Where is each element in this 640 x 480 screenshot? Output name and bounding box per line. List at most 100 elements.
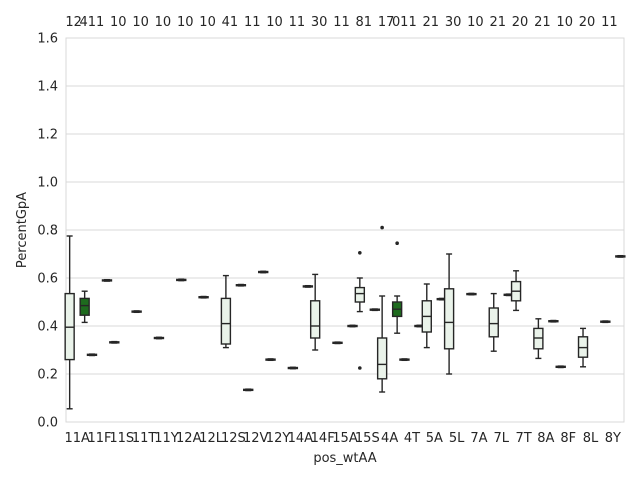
- count-label: 10: [132, 15, 149, 30]
- y-axis-title: PercentGpA: [15, 192, 30, 268]
- count-label: 10: [199, 15, 216, 30]
- box: [220, 297, 232, 345]
- x-tick-label: 8F: [560, 431, 576, 446]
- box-group: [555, 365, 566, 369]
- count-label: 17: [378, 15, 395, 30]
- box-group: [354, 251, 366, 370]
- count-labels: 124 11 10 10 10 10 10 41 11 10 11 30 11 81 170 11 21 30 10…: [65, 15, 617, 30]
- x-tick-label: 12V: [243, 431, 269, 446]
- box: [309, 300, 321, 339]
- box-group: [79, 290, 90, 324]
- box: [79, 297, 90, 316]
- box: [443, 288, 455, 350]
- count-label: 11: [601, 15, 618, 30]
- y-tick-label: 1.0: [37, 176, 58, 191]
- y-tick-label: 0.2: [37, 368, 58, 383]
- box-group: [131, 310, 142, 314]
- box-group: [466, 292, 477, 296]
- x-tick-label: 15S: [355, 431, 380, 446]
- box-group: [533, 318, 544, 360]
- y-tick-label: 0.4: [37, 320, 58, 335]
- box-group: [376, 225, 388, 393]
- box-group: [109, 340, 120, 344]
- box-group: [243, 388, 254, 392]
- outlier-point: [380, 225, 384, 230]
- x-tick-label: 4A: [381, 431, 398, 446]
- box-group: [153, 336, 165, 340]
- y-tick-label: 1.2: [37, 128, 58, 143]
- box-group: [600, 320, 611, 324]
- box-series: [64, 225, 626, 410]
- box-group: [86, 353, 98, 357]
- x-tick-label: 12Y: [266, 431, 291, 446]
- box-group: [101, 278, 113, 282]
- box-group: [309, 273, 321, 351]
- x-tick-label: 12A: [176, 431, 202, 446]
- count-label: 30: [311, 15, 328, 30]
- x-tick-label: 11F: [87, 431, 111, 446]
- box-group: [577, 327, 589, 368]
- count-label: 41: [222, 15, 239, 30]
- count-label: 11: [400, 15, 417, 30]
- outlier-point: [358, 251, 362, 255]
- box-group: [176, 278, 187, 282]
- x-tick-label: 8L: [583, 431, 599, 446]
- count-label: 21: [423, 15, 440, 30]
- box-group: [302, 284, 314, 288]
- x-tick-label: 8Y: [605, 431, 621, 446]
- x-tick-label: 12S: [221, 431, 246, 446]
- count-label: 11: [244, 15, 261, 30]
- box: [354, 286, 366, 303]
- box: [488, 307, 499, 338]
- x-tick-label: 14F: [311, 431, 335, 446]
- plot-area: [65, 37, 625, 423]
- box-group: [235, 283, 247, 287]
- x-tick-label: 11S: [109, 431, 134, 446]
- count-label: 20: [579, 15, 596, 30]
- box-group: [64, 235, 75, 410]
- x-axis-title: pos_wtAA: [313, 451, 376, 466]
- box-group: [391, 241, 403, 334]
- count-label: 10: [266, 15, 283, 30]
- outlier-point: [395, 241, 399, 245]
- count-label: 11: [333, 15, 350, 30]
- count-label: 12: [65, 15, 82, 30]
- x-tick-label: 11A: [64, 431, 90, 446]
- y-tick-label: 1.6: [37, 32, 58, 47]
- grid-lines: [66, 37, 624, 423]
- box-group: [421, 283, 432, 349]
- x-tick-label: 15A: [332, 431, 358, 446]
- box-group: [369, 308, 381, 312]
- count-label: 10: [155, 15, 172, 30]
- count-label: 20: [512, 15, 529, 30]
- count-label: 11: [289, 15, 306, 30]
- x-tick-label: 5A: [426, 431, 443, 446]
- x-tick-label: 5L: [449, 431, 465, 446]
- x-tick-label: 11Y: [154, 431, 179, 446]
- y-tick-label: 1.4: [37, 80, 58, 95]
- y-tick-label: 0.8: [37, 224, 58, 239]
- count-label: 30: [445, 15, 462, 30]
- count-label: 81: [356, 15, 373, 30]
- count-label: 21: [534, 15, 551, 30]
- outlier-point: [358, 366, 362, 370]
- box-group: [548, 319, 559, 323]
- x-tick-label: 4T: [404, 431, 420, 446]
- count-label: 11: [88, 15, 105, 30]
- box: [376, 337, 388, 380]
- y-tick-label: 0.6: [37, 272, 58, 287]
- x-tick-label: 7L: [493, 431, 509, 446]
- box-group: [399, 358, 410, 362]
- count-label: 0: [392, 15, 400, 30]
- x-tick-label: 8A: [537, 431, 554, 446]
- box-group: [443, 253, 455, 375]
- box-group: [258, 270, 269, 274]
- x-tick-label: 11T: [132, 431, 157, 446]
- x-tick-label: 12L: [199, 431, 224, 446]
- count-label: 4: [80, 15, 88, 30]
- box-group: [510, 270, 522, 312]
- count-label: 10: [556, 15, 573, 30]
- x-tick-label: 7T: [515, 431, 531, 446]
- box-group: [265, 358, 276, 362]
